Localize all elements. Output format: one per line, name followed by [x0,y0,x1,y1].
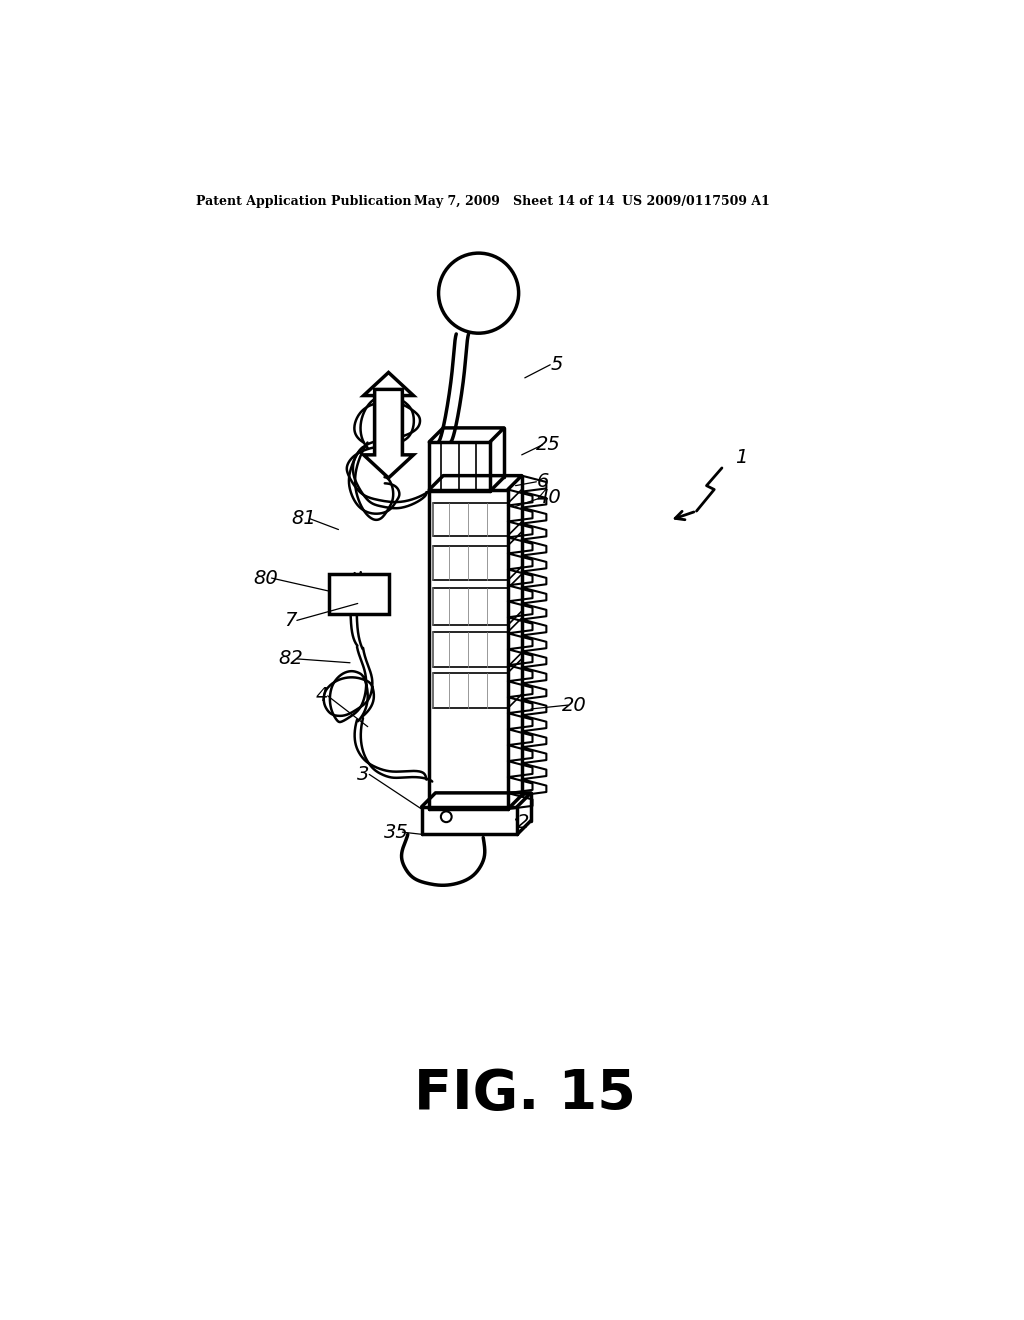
Text: 20: 20 [562,696,587,714]
Text: 2: 2 [517,813,529,832]
Text: 3: 3 [357,764,370,784]
Circle shape [441,812,452,822]
Text: Patent Application Publication: Patent Application Publication [196,194,412,207]
Text: May 7, 2009   Sheet 14 of 14: May 7, 2009 Sheet 14 of 14 [414,194,614,207]
Text: 4: 4 [315,686,328,705]
Text: 81: 81 [292,510,316,528]
Text: FIG. 15: FIG. 15 [414,1067,636,1121]
Text: 80: 80 [253,569,278,587]
Text: 40: 40 [537,487,561,507]
Text: 25: 25 [537,436,561,454]
Text: 6: 6 [537,473,549,491]
Text: US 2009/0117509 A1: US 2009/0117509 A1 [622,194,770,207]
Polygon shape [364,389,414,478]
Text: 5: 5 [550,355,562,375]
Polygon shape [364,372,414,462]
Bar [330,574,389,614]
Circle shape [438,253,518,333]
Text: 35: 35 [384,822,409,842]
Text: 82: 82 [279,649,303,668]
Text: 7: 7 [285,611,297,630]
Text: 1: 1 [735,447,748,467]
